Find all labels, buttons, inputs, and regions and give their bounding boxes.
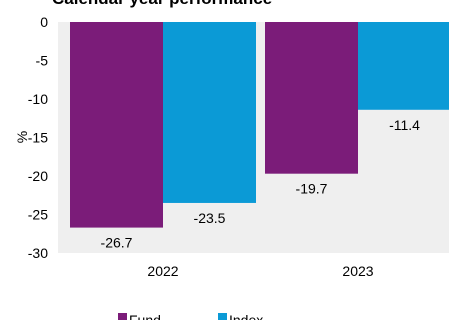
chart-title: Calendar year performance [52, 0, 272, 8]
y-tick-label: -10 [28, 91, 48, 107]
data-label: -11.4 [389, 117, 420, 133]
data-labels: -26.7 -23.5 -19.7 -11.4 [101, 117, 421, 251]
y-axis-label: % [14, 131, 30, 143]
y-tick-label: -15 [28, 130, 48, 146]
x-tick-label: 2022 [147, 263, 178, 279]
bar-fund-2022 [70, 22, 163, 228]
y-tick-label: -25 [28, 207, 48, 223]
data-label: -23.5 [194, 210, 226, 226]
legend-label-fund: Fund [129, 312, 161, 320]
data-label: -19.7 [296, 181, 328, 197]
bar-index-2022 [163, 22, 256, 203]
bar-index-2023 [358, 22, 449, 110]
data-label: -26.7 [101, 235, 133, 251]
legend-swatch-fund [118, 313, 127, 320]
y-axis-ticks: 0 -5 -10 -15 -20 -25 -30 [28, 14, 48, 261]
bar-fund-2023 [265, 22, 358, 174]
x-tick-label: 2023 [342, 263, 373, 279]
y-tick-label: 0 [40, 14, 48, 30]
bars-group [70, 22, 449, 228]
y-tick-label: -20 [28, 168, 48, 184]
x-axis-ticks: 2022 2023 [147, 263, 373, 279]
y-tick-label: -30 [28, 245, 48, 261]
legend: Fund Index [118, 312, 263, 320]
legend-swatch-index [218, 313, 227, 320]
y-tick-label: -5 [36, 53, 49, 69]
legend-label-index: Index [229, 312, 263, 320]
